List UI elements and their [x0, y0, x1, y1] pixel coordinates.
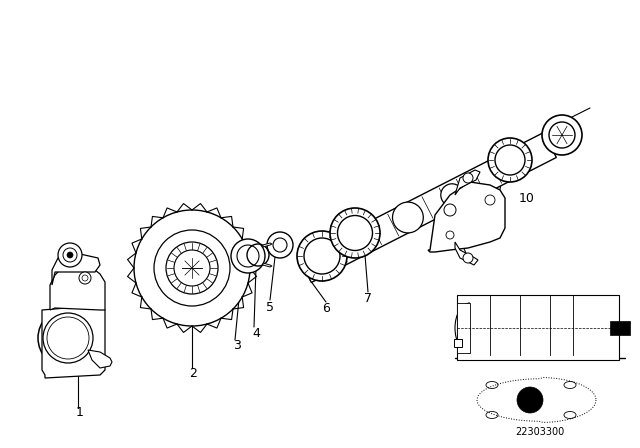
Circle shape [463, 253, 473, 263]
Ellipse shape [495, 145, 525, 175]
Ellipse shape [237, 245, 259, 267]
Text: 6: 6 [322, 302, 330, 314]
Polygon shape [263, 243, 272, 247]
Ellipse shape [273, 238, 287, 252]
Polygon shape [263, 263, 272, 267]
Text: 9: 9 [488, 195, 496, 208]
Polygon shape [428, 182, 505, 252]
Bar [610, 321, 630, 335]
Polygon shape [455, 170, 480, 195]
Ellipse shape [267, 232, 293, 258]
Text: 2: 2 [189, 366, 197, 379]
Bar [457, 295, 619, 360]
Text: 10: 10 [519, 191, 535, 204]
Text: 8: 8 [449, 219, 457, 232]
Polygon shape [455, 242, 478, 265]
Circle shape [517, 387, 543, 413]
Polygon shape [52, 252, 100, 285]
Ellipse shape [297, 231, 347, 281]
Circle shape [166, 242, 218, 294]
Text: 5: 5 [266, 301, 274, 314]
Text: 22303300: 22303300 [515, 427, 564, 437]
Text: 1: 1 [76, 405, 84, 418]
Circle shape [63, 248, 77, 262]
Circle shape [79, 272, 91, 284]
Circle shape [446, 231, 454, 239]
Ellipse shape [346, 230, 371, 255]
Text: 3: 3 [233, 339, 241, 352]
Ellipse shape [542, 115, 582, 155]
Circle shape [58, 243, 82, 267]
Polygon shape [42, 305, 105, 378]
Polygon shape [88, 350, 112, 368]
Ellipse shape [392, 202, 423, 233]
Ellipse shape [337, 215, 372, 250]
Circle shape [154, 230, 230, 306]
Circle shape [444, 204, 456, 216]
Ellipse shape [549, 122, 575, 148]
Polygon shape [299, 133, 556, 283]
Ellipse shape [38, 308, 98, 368]
Text: 7: 7 [364, 292, 372, 305]
Ellipse shape [441, 184, 463, 206]
Ellipse shape [488, 138, 532, 182]
Ellipse shape [231, 239, 265, 273]
Circle shape [134, 210, 250, 326]
Ellipse shape [330, 208, 380, 258]
Circle shape [174, 250, 210, 286]
Bar [457, 303, 470, 353]
Circle shape [82, 275, 88, 281]
Text: 4: 4 [252, 327, 260, 340]
Circle shape [463, 173, 473, 183]
Circle shape [67, 252, 73, 258]
Bar [454, 339, 462, 347]
Polygon shape [50, 268, 105, 310]
Ellipse shape [43, 313, 93, 363]
Ellipse shape [304, 238, 340, 274]
Circle shape [485, 195, 495, 205]
